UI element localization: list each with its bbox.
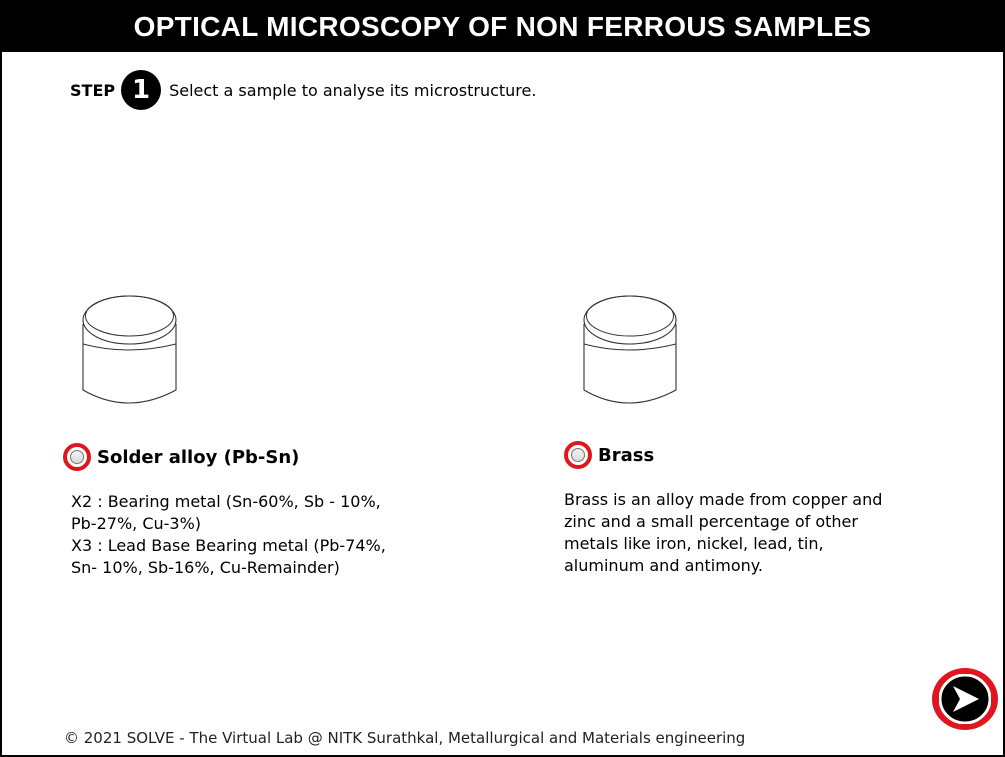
solder-alloy-description: X2 : Bearing metal (Sn-60%, Sb - 10%, Pb… bbox=[71, 491, 491, 579]
description-line: metals like iron, nickel, lead, tin, bbox=[564, 534, 824, 553]
solder-alloy-label: Solder alloy (Pb-Sn) bbox=[97, 447, 300, 468]
step-number-badge: 1 bbox=[121, 70, 162, 110]
next-button[interactable] bbox=[932, 668, 998, 730]
page-title: OPTICAL MICROSCOPY OF NON FERROUS SAMPLE… bbox=[2, 2, 1003, 52]
footer-copyright: © 2021 SOLVE - The Virtual Lab @ NITK Su… bbox=[64, 729, 746, 747]
description-line: Brass is an alloy made from copper and bbox=[564, 490, 883, 509]
step-label: STEP bbox=[70, 80, 116, 100]
brass-radio[interactable] bbox=[564, 441, 592, 469]
solder-alloy-radio[interactable] bbox=[63, 443, 91, 471]
radio-button-icon bbox=[70, 450, 84, 464]
brass-label: Brass bbox=[598, 445, 655, 466]
description-line: zinc and a small percentage of other bbox=[564, 512, 858, 531]
solder-sample-cylinder-icon bbox=[82, 295, 177, 404]
description-line: X2 : Bearing metal (Sn-60%, Sb - 10%, bbox=[71, 492, 381, 511]
description-line: Sn- 10%, Sb-16%, Cu-Remainder) bbox=[71, 558, 340, 577]
description-line: aluminum and antimony. bbox=[564, 556, 764, 575]
description-line: Pb-27%, Cu-3%) bbox=[71, 514, 202, 533]
next-arrow-icon bbox=[939, 674, 991, 724]
brass-description: Brass is an alloy made from copper and z… bbox=[564, 489, 964, 577]
step-text: Select a sample to analyse its microstru… bbox=[169, 80, 537, 100]
radio-button-icon bbox=[571, 448, 585, 462]
brass-sample-cylinder-icon bbox=[583, 295, 677, 404]
step-instruction: STEP 1 Select a sample to analyse its mi… bbox=[70, 70, 536, 110]
description-line: X3 : Lead Base Bearing metal (Pb-74%, bbox=[71, 536, 386, 555]
